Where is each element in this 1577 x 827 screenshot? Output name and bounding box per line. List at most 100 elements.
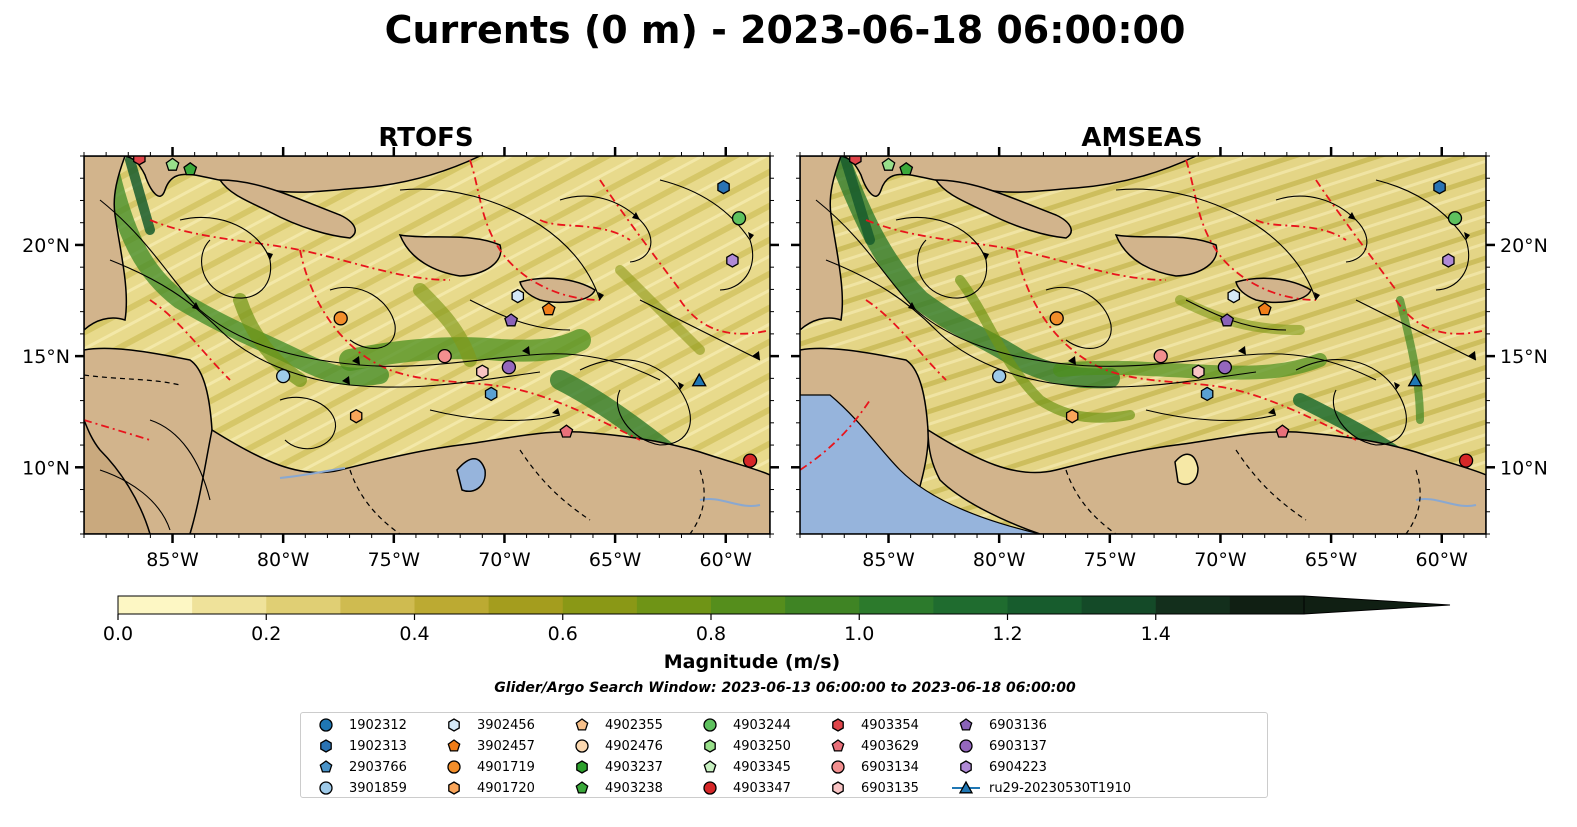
legend-item: 4903244 — [695, 716, 791, 734]
float-marker-3902457 — [541, 302, 556, 316]
legend-label: 3902457 — [477, 738, 535, 754]
legend-marker-shape — [575, 718, 589, 731]
lon-tick-label: 80°W — [257, 549, 310, 571]
legend-marker-shape — [831, 760, 845, 774]
legend-item: 4903345 — [695, 758, 791, 776]
colorbar-segment — [562, 596, 638, 614]
float-marker-4903347 — [742, 453, 758, 468]
legend-marker-shape — [703, 718, 717, 732]
map-rtofs-frame — [83, 155, 771, 535]
eez-boundaries — [800, 159, 1486, 471]
legend-marker-icon — [575, 781, 589, 794]
lat-tick-label: 15°N — [22, 346, 70, 368]
float-marker-1902312 — [1200, 386, 1214, 402]
float-marker-6903135 — [1192, 364, 1205, 379]
float-marker-3901859 — [276, 368, 291, 384]
legend-marker-shape — [703, 760, 717, 773]
legend-marker-icon — [832, 718, 844, 732]
legend-marker-icon — [575, 739, 589, 753]
legend-label: 4903244 — [733, 717, 791, 733]
legend-label: 4902476 — [605, 738, 663, 754]
legend-item: 4901720 — [439, 779, 535, 797]
streamline-arrows — [192, 212, 760, 415]
float-marker-4903354 — [849, 156, 862, 166]
float-marker-6903135 — [476, 364, 489, 379]
float-marker-3901859 — [992, 368, 1007, 384]
legend-marker-shape — [448, 718, 460, 732]
lat-tick-label: 15°N — [1500, 346, 1548, 368]
float-marker-6903134 — [1153, 348, 1168, 364]
float-marker-1902313 — [1433, 179, 1446, 195]
float-marker-6904223 — [1442, 253, 1455, 268]
float-marker-4903250 — [165, 157, 180, 171]
legend-label: ru29-20230530T1910 — [989, 780, 1132, 796]
legend-marker-icon — [960, 760, 972, 774]
legend-marker-shape — [576, 760, 588, 774]
lon-tick-label: 70°W — [1194, 549, 1247, 571]
legend-item: 6903135 — [823, 779, 919, 797]
colorbar-label: Magnitude (m/s) — [664, 651, 841, 673]
legend-marker-icon — [319, 781, 333, 795]
legend-label: 3902456 — [477, 717, 535, 733]
legend-marker-shape — [320, 739, 332, 753]
lon-tick-label: 85°W — [862, 549, 915, 571]
float-marker-6903136 — [504, 313, 519, 327]
legend-label: 6903136 — [989, 717, 1047, 733]
legend-item: 6903134 — [823, 758, 919, 776]
lat-tick-label: 10°N — [22, 457, 70, 479]
map-rtofs — [84, 156, 770, 534]
float-marker-6903136 — [1220, 313, 1235, 327]
legend-label: 1902312 — [349, 717, 407, 733]
legend-item: 4901719 — [439, 758, 535, 776]
legend-marker-shape — [959, 739, 973, 753]
legend-label: 6903134 — [861, 759, 919, 775]
legend-marker-icon — [447, 739, 461, 752]
legend-label: 4903347 — [733, 780, 791, 796]
legend-label: 4903250 — [733, 738, 791, 754]
float-marker-4903629 — [1275, 424, 1290, 438]
figure-title: Currents (0 m) - 2023-06-18 06:00:00 — [385, 8, 1186, 52]
float-marker-6903137 — [501, 360, 517, 375]
legend-marker-shape — [319, 760, 333, 773]
lon-tick-label: 85°W — [146, 549, 199, 571]
colorbar-segment — [1081, 596, 1157, 614]
legend-marker-shape — [959, 718, 973, 731]
streamline-arrows — [908, 212, 1476, 415]
float-marker-4903250 — [881, 157, 896, 171]
map-amseas-frame — [799, 155, 1487, 535]
float-marker-ru29-20230530T1910 — [691, 372, 707, 387]
colorbar-segment — [118, 596, 193, 614]
legend-marker-icon — [319, 760, 333, 773]
eez-boundaries — [84, 159, 770, 441]
legend-label: 4903629 — [861, 738, 919, 754]
lon-tick-label: 75°W — [1084, 549, 1137, 571]
float-marker-4903347 — [1458, 453, 1474, 468]
search-window-caption: Glider/Argo Search Window: 2023-06-13 06… — [494, 680, 1076, 696]
lon-tick-label: 65°W — [589, 549, 642, 571]
legend-marker-shape — [575, 739, 589, 753]
lat-tick-label: 20°N — [1500, 235, 1548, 257]
float-marker-4903238 — [899, 161, 914, 176]
map-amseas — [800, 156, 1486, 534]
legend-item: ru29-20230530T1910 — [951, 779, 1131, 797]
legend-marker-shape — [319, 718, 333, 732]
colorbar-segment — [266, 596, 341, 614]
lat-tick-label: 20°N — [22, 235, 70, 257]
float-marker-4901720 — [349, 408, 363, 424]
legend-marker-shape — [831, 739, 845, 752]
legend-label: 3901859 — [349, 780, 407, 796]
float-marker-4903238 — [183, 161, 198, 176]
legend-marker-icon — [448, 781, 460, 795]
colorbar-segment — [488, 596, 564, 614]
legend-item: 4903629 — [823, 737, 919, 755]
legend-item: 6903137 — [951, 737, 1047, 755]
legend-marker-icon — [320, 739, 332, 753]
float-marker-4903354 — [133, 156, 146, 166]
colorbar-tick-label: 0.0 — [103, 623, 133, 645]
legend-marker-icon — [832, 781, 844, 795]
legend-item: 3902457 — [439, 737, 535, 755]
legend-item: 6904223 — [951, 758, 1047, 776]
legend-item: 4902476 — [567, 737, 663, 755]
lat-tick-label: 10°N — [1500, 457, 1548, 479]
colorbar: 0.0 0.2 0.4 0.6 0.8 1.0 1.2 1.4 — [103, 595, 1451, 645]
